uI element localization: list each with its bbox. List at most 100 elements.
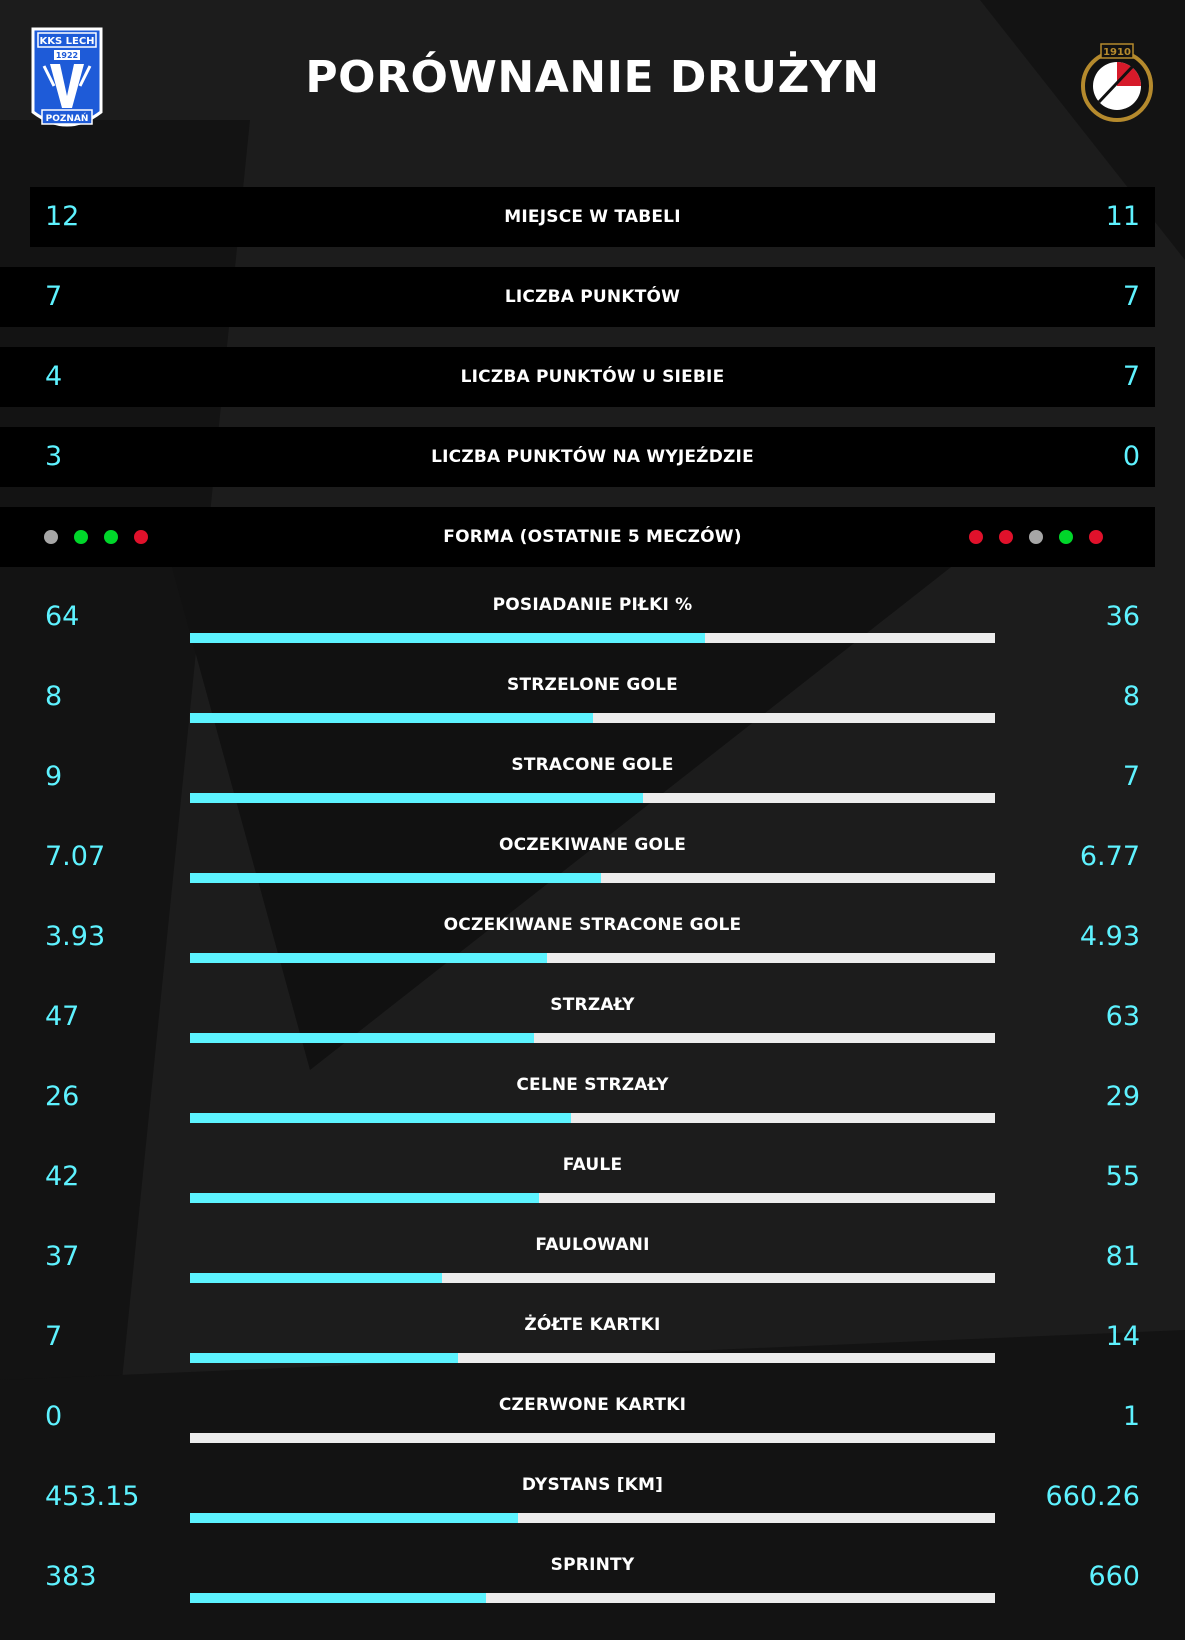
comparison-bar [190, 953, 995, 963]
comparison-bar [190, 1353, 995, 1363]
home-value: 47 [45, 1001, 80, 1032]
away-crest-year: 1910 [1103, 47, 1131, 58]
form-result-draw-icon [44, 530, 58, 544]
home-team-crest-icon: KKS LECH 1922 POZNAŃ [30, 26, 104, 138]
comparison-bar [190, 1033, 995, 1043]
stat-row: 7 ŻÓŁTE KARTKI 14 [0, 1307, 1185, 1367]
home-share-fill [190, 1273, 443, 1283]
away-value: 63 [1105, 1001, 1140, 1032]
away-form-dots [969, 507, 1103, 567]
home-share-fill [190, 873, 602, 883]
home-value: 9 [45, 761, 63, 792]
home-crest-text-bottom: POZNAŃ [46, 112, 89, 124]
stat-row: 0 CZERWONE KARTKI 1 [0, 1387, 1185, 1447]
home-value: 7.07 [45, 841, 106, 872]
stat-row: 453.15 DYSTANS [KM] 660.26 [0, 1467, 1185, 1527]
stat-label: FORMA (OSTATNIE 5 MECZÓW) [443, 527, 742, 547]
away-value: 7 [1122, 361, 1140, 392]
stat-row: 47 STRZAŁY 63 [0, 987, 1185, 1047]
stat-label: CZERWONE KARTKI [498, 1395, 687, 1415]
stat-label: LICZBA PUNKTÓW NA WYJEŹDZIE [431, 447, 754, 467]
home-share-fill [190, 1033, 534, 1043]
comparison-bar [190, 1193, 995, 1203]
away-value: 8 [1122, 681, 1140, 712]
comparison-bar [190, 793, 995, 803]
home-value: 7 [45, 281, 63, 312]
table-row: 3 LICZBA PUNKTÓW NA WYJEŹDZIE 0 [0, 427, 1185, 487]
row-band [0, 507, 1155, 567]
comparison-bar [190, 633, 995, 643]
stat-row: 9 STRACONE GOLE 7 [0, 747, 1185, 807]
form-result-win-icon [1059, 530, 1073, 544]
table-row: 7 LICZBA PUNKTÓW 7 [0, 267, 1185, 327]
comparison-bar [190, 1273, 995, 1283]
comparison-bar [190, 1513, 995, 1523]
page-title: PORÓWNANIE DRUŻYN [305, 52, 880, 103]
stat-label: LICZBA PUNKTÓW [504, 287, 681, 307]
home-share-fill [190, 1513, 518, 1523]
stat-label: POSIADANIE PIŁKI % [492, 595, 693, 615]
home-share-fill [190, 793, 643, 803]
away-value: 6.77 [1079, 841, 1140, 872]
form-result-loss-icon [969, 530, 983, 544]
home-value: 8 [45, 681, 63, 712]
away-value: 0 [1122, 441, 1140, 472]
table-row: 4 LICZBA PUNKTÓW U SIEBIE 7 [0, 347, 1185, 407]
stat-label: SPRINTY [550, 1555, 635, 1575]
stat-label: STRZELONE GOLE [507, 675, 678, 695]
home-share-fill [190, 633, 706, 643]
home-share-fill [190, 953, 548, 963]
comparison-bar [190, 1593, 995, 1603]
stat-label: STRZAŁY [550, 995, 635, 1015]
stat-row: 26 CELNE STRZAŁY 29 [0, 1067, 1185, 1127]
home-value: 3.93 [45, 921, 106, 952]
home-share-fill [190, 1113, 571, 1123]
stat-label: FAULE [562, 1155, 623, 1175]
away-value: 81 [1105, 1241, 1140, 1272]
stat-label: MIEJSCE W TABELI [504, 207, 681, 227]
away-value: 660.26 [1045, 1481, 1140, 1512]
table-row: 12 MIEJSCE W TABELI 11 [0, 187, 1185, 247]
home-value: 42 [45, 1161, 80, 1192]
home-value: 37 [45, 1241, 80, 1272]
form-result-loss-icon [134, 530, 148, 544]
stat-label: STRACONE GOLE [511, 755, 674, 775]
home-value: 383 [45, 1561, 97, 1592]
stat-row: 64 POSIADANIE PIŁKI % 36 [0, 587, 1185, 647]
form-result-draw-icon [1029, 530, 1043, 544]
row-band [0, 427, 1155, 487]
home-share-fill [190, 1353, 459, 1363]
home-value: 26 [45, 1081, 80, 1112]
form-result-win-icon [104, 530, 118, 544]
stat-label: DYSTANS [KM] [521, 1475, 664, 1495]
form-result-loss-icon [999, 530, 1013, 544]
home-share-fill [190, 713, 593, 723]
stat-row: 37 FAULOWANI 81 [0, 1227, 1185, 1287]
form-result-loss-icon [1089, 530, 1103, 544]
form-result-win-icon [74, 530, 88, 544]
stat-label: CELNE STRZAŁY [516, 1075, 669, 1095]
stat-label: OCZEKIWANE GOLE [498, 835, 687, 855]
row-band [30, 187, 1155, 247]
comparison-bar [190, 1113, 995, 1123]
stat-label: OCZEKIWANE STRACONE GOLE [443, 915, 742, 935]
stat-row: 8 STRZELONE GOLE 8 [0, 667, 1185, 727]
away-value: 36 [1105, 601, 1140, 632]
home-share-fill [190, 1593, 486, 1603]
away-value: 14 [1105, 1321, 1140, 1352]
home-value: 453.15 [45, 1481, 140, 1512]
home-value: 7 [45, 1321, 63, 1352]
away-value: 4.93 [1079, 921, 1140, 952]
home-value: 3 [45, 441, 63, 472]
home-value: 64 [45, 601, 80, 632]
away-team-crest-icon: 1910 [1079, 42, 1155, 122]
stat-row: 7.07 OCZEKIWANE GOLE 6.77 [0, 827, 1185, 887]
row-band [0, 347, 1155, 407]
stat-row: 3.93 OCZEKIWANE STRACONE GOLE 4.93 [0, 907, 1185, 967]
home-value: 12 [45, 201, 80, 232]
comparison-bar [190, 713, 995, 723]
home-value: 4 [45, 361, 63, 392]
home-share-fill [190, 1193, 539, 1203]
home-crest-text-top: KKS LECH [39, 36, 94, 47]
away-value: 7 [1122, 761, 1140, 792]
